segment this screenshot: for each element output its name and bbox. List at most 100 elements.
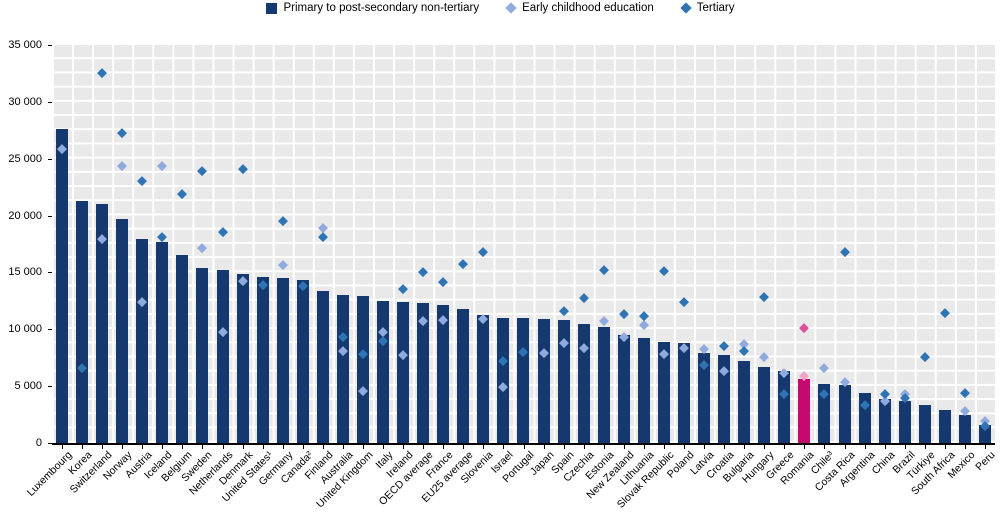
bar-latvia <box>698 353 711 443</box>
early-childhood-marker-lithuania <box>638 320 650 332</box>
tertiary-marker-poland <box>678 296 690 308</box>
tertiary-marker-denmark <box>237 163 248 175</box>
bar-israel <box>497 317 510 443</box>
x-axis-tick <box>423 445 425 449</box>
column-slovak-republic <box>654 45 674 443</box>
x-axis-tick <box>342 445 344 449</box>
x-axis-tick <box>543 445 545 449</box>
early-childhood-marker-sweden <box>197 243 208 254</box>
y-axis-tick <box>48 329 52 331</box>
tertiary-marker-mexico <box>959 387 971 399</box>
column-czechia <box>574 45 594 443</box>
tertiary-marker-sweden <box>197 166 208 177</box>
x-axis-tick <box>242 445 244 449</box>
x-axis-tick <box>583 445 585 449</box>
x-axis-tick <box>523 445 525 449</box>
x-axis-tick <box>663 445 665 449</box>
bar-united-kingdom <box>356 296 369 443</box>
x-axis-tick <box>282 445 284 449</box>
tertiary-marker-hungary <box>759 292 770 303</box>
bar-ireland <box>397 302 410 443</box>
early-childhood-marker-estonia <box>598 316 609 327</box>
column-chile <box>814 45 834 443</box>
bar-canada <box>296 280 309 443</box>
column-finland <box>313 45 333 443</box>
column-lithuania <box>634 45 654 443</box>
tertiary-marker-norway <box>116 128 128 139</box>
tertiary-marker-germany <box>277 216 288 227</box>
bar-australia <box>336 295 349 443</box>
bar-austria <box>136 239 149 443</box>
tertiary-marker-romania <box>799 322 810 334</box>
bar-switzerland <box>96 204 109 443</box>
tertiary-marker-slovak-republic <box>658 266 670 277</box>
early-childhood-marker-germany <box>277 260 288 271</box>
column-slovenia <box>473 45 493 443</box>
bar-sweden <box>196 267 209 443</box>
tertiary-marker-czechia <box>578 293 589 304</box>
bar-chile <box>818 383 831 443</box>
y-axis-label: 35 000 <box>8 39 42 51</box>
tertiary-marker-belgium <box>177 188 188 200</box>
x-axis-tick <box>984 445 986 449</box>
column-united-kingdom <box>353 45 373 443</box>
bar-united-states <box>256 276 269 443</box>
y-axis-label: 10 000 <box>8 323 42 336</box>
tertiary-marker-costa-rica <box>839 246 850 258</box>
bar-netherlands <box>216 270 229 443</box>
bar-belgium <box>176 255 189 443</box>
x-axis-tick <box>844 445 846 449</box>
bar-lithuania <box>637 338 650 443</box>
y-axis-label: 30 000 <box>8 95 42 108</box>
y-axis-label: 0 <box>35 437 42 449</box>
x-axis-label-luxembourg: Luxembourg <box>24 449 75 499</box>
bar-italy <box>377 300 390 443</box>
x-axis-tick <box>62 445 64 449</box>
diamond-dark-icon <box>680 2 692 14</box>
x-axis-tick <box>302 445 304 449</box>
bar-czechia <box>577 323 590 443</box>
x-axis-tick <box>864 445 866 449</box>
column-canada <box>293 45 313 443</box>
bar-slovak-republic <box>657 341 670 443</box>
column-france <box>433 45 453 443</box>
early-childhood-marker-chile <box>819 362 830 374</box>
x-axis-label-peru: Peru <box>973 449 998 474</box>
bar-hungary <box>758 366 771 443</box>
column-new-zealand <box>614 45 634 443</box>
bar-korea <box>76 200 89 443</box>
tertiary-marker-netherlands <box>217 227 228 238</box>
bar-bulgaria <box>738 361 751 443</box>
legend-item-early-childhood: Early childhood education <box>505 2 654 14</box>
bar-swatch-icon <box>265 2 277 14</box>
x-axis-tick <box>262 445 264 449</box>
x-axis-tick <box>483 445 485 449</box>
column-denmark <box>233 45 253 443</box>
y-axis-tick <box>48 45 52 46</box>
x-axis-tick <box>964 445 966 449</box>
x-axis-tick <box>322 445 324 449</box>
column-greece <box>774 45 794 443</box>
y-axis-tick <box>48 386 52 388</box>
tertiary-marker-lithuania <box>638 311 650 323</box>
x-axis-tick <box>202 445 204 449</box>
tertiary-marker-slovenia <box>478 246 489 258</box>
x-axis-tick <box>944 445 946 449</box>
bar-portugal <box>517 317 530 443</box>
bar-france <box>437 305 450 443</box>
y-axis-tick <box>48 443 52 444</box>
column-china <box>875 45 895 443</box>
y-axis-tick <box>48 158 52 160</box>
column-brazil <box>895 45 915 443</box>
bar-costa-rica <box>838 385 851 443</box>
bar-oecd-average <box>417 303 430 443</box>
column-italy <box>373 45 393 443</box>
column-spain <box>554 45 574 443</box>
y-axis-tick <box>48 215 52 217</box>
bar-greece <box>778 371 791 443</box>
bar-norway <box>116 218 129 443</box>
tertiary-marker-croatia <box>718 341 730 352</box>
x-axis-tick <box>643 445 645 449</box>
bar-slovenia <box>477 314 490 443</box>
